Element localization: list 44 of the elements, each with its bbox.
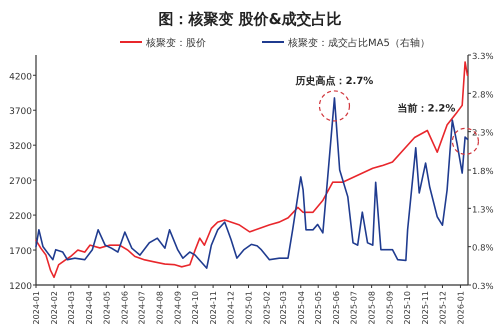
annotation: 历史高点：2.7% xyxy=(294,74,374,87)
y-tick-label: 2200 xyxy=(9,212,32,222)
x-tick-label: 2025-08 xyxy=(368,291,377,324)
x-tick-label: 2024-05 xyxy=(102,291,112,324)
x-tick-label: 2025-05 xyxy=(314,291,324,324)
y-tick-label: 4200 xyxy=(9,72,32,82)
y2-tick-label: 3.3% xyxy=(472,52,494,62)
x-tick-label: 2025-10 xyxy=(403,291,412,324)
x-tick-label: 2025-12 xyxy=(438,291,448,324)
y2-tick-label: 1.8% xyxy=(472,167,494,177)
annotation: 当前：2.2% xyxy=(398,102,456,114)
x-tick-label: 2024-07 xyxy=(138,291,147,324)
x-tick-label: 2025-03 xyxy=(278,291,288,324)
x-tick-label: 2024-04 xyxy=(84,291,94,324)
x-tick-label: 2025-02 xyxy=(262,291,272,324)
legend-label: 核聚变：股价 xyxy=(145,37,206,49)
x-tick-label: 2024-12 xyxy=(226,291,236,324)
y2-tick-label: 2.3% xyxy=(472,128,494,139)
y-tick-label: 3200 xyxy=(9,142,32,152)
chart-title: 图：核聚变 股价&成交占比 xyxy=(158,10,342,28)
y2-tick-label: 0.3% xyxy=(472,282,494,292)
x-tick-label: 2024-03 xyxy=(66,291,76,324)
x-tick-label: 2024-11 xyxy=(209,291,218,324)
x-tick-label: 2025-07 xyxy=(350,291,359,324)
x-tick-label: 2024-02 xyxy=(50,291,59,324)
x-tick-label: 2025-09 xyxy=(386,291,395,324)
x-tick-label: 2025-06 xyxy=(332,291,342,324)
y2-tick-label: 1.3% xyxy=(472,205,494,216)
y2-tick-label: 0.8% xyxy=(472,244,494,254)
x-tick-label: 2024-08 xyxy=(156,291,165,324)
y2-tick-label: 2.8% xyxy=(472,90,494,100)
y-tick-label: 1700 xyxy=(9,247,32,258)
x-tick-label: 2025-11 xyxy=(421,291,430,324)
x-tick-label: 2024-10 xyxy=(191,291,200,324)
y-tick-label: 3700 xyxy=(9,107,32,118)
legend-label: 核聚变：成交占比MA5（右轴） xyxy=(287,37,430,49)
y-tick-label: 2700 xyxy=(9,177,32,188)
x-tick-label: 2024-09 xyxy=(174,291,183,324)
x-tick-label: 2024-06 xyxy=(120,291,130,324)
x-tick-label: 2025-01 xyxy=(244,291,254,324)
x-tick-label: 2026-01 xyxy=(456,291,466,324)
x-tick-label: 2024-01 xyxy=(32,291,41,324)
x-tick-label: 2025-04 xyxy=(296,291,306,324)
y-tick-label: 1200 xyxy=(9,282,32,292)
